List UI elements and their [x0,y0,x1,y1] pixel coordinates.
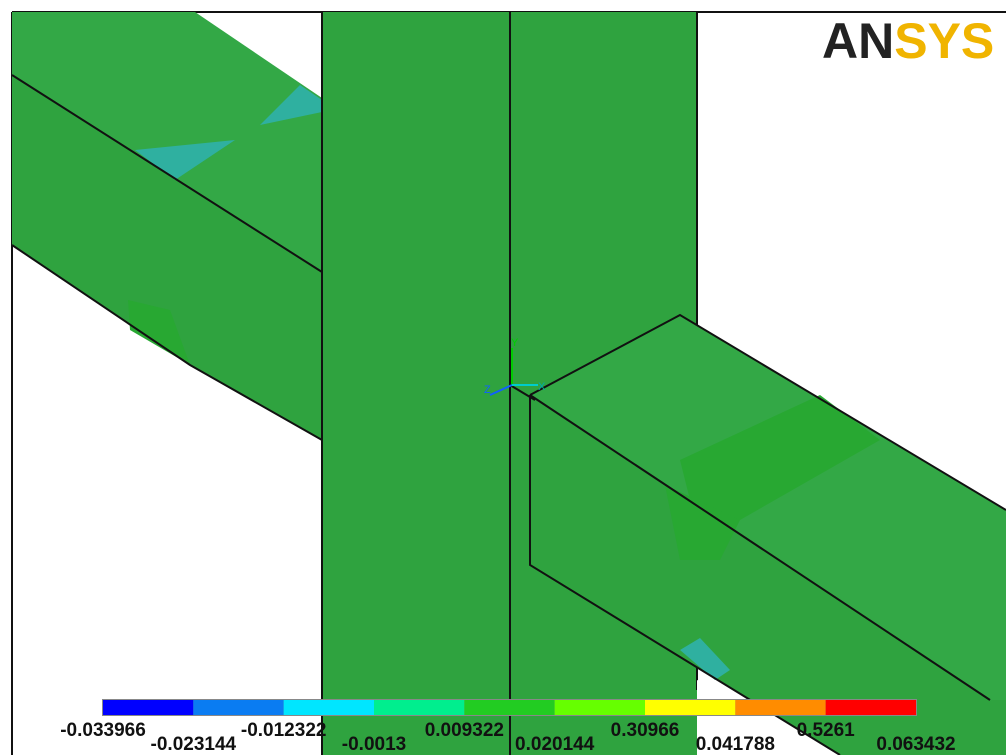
triad-label: X [538,381,546,393]
legend-band [193,700,283,715]
triad-label: Z [484,384,491,396]
triad-label: Y [511,337,519,349]
legend-label: -0.0013 [342,734,406,755]
legend-band [555,700,645,715]
logo-part: SYS [894,13,994,69]
legend-label: 0.041788 [696,734,775,755]
legend-label: 0.063432 [876,734,955,755]
legend-band [735,700,825,715]
legend-band [826,700,916,715]
legend-label: 0.020144 [515,734,595,755]
legend-label: 0.30966 [611,720,680,741]
legend-band [645,700,735,715]
legend-band [284,700,374,715]
legend-band [103,700,193,715]
legend-band [464,700,554,715]
legend-label: -0.023144 [151,734,237,755]
logo-part: AN [822,13,894,69]
legend-label: 0.5261 [797,720,856,741]
legend-band [374,700,464,715]
viewport: Y Z X ANSYS -0.033966-0.023144-0.012322-… [0,0,1006,755]
legend-label: -0.012322 [241,720,327,741]
model-view: Y Z X ANSYS -0.033966-0.023144-0.012322-… [0,0,1006,755]
legend-label: 0.009322 [425,720,504,741]
legend-label: -0.033966 [60,720,146,741]
logo: ANSYS [822,13,994,69]
